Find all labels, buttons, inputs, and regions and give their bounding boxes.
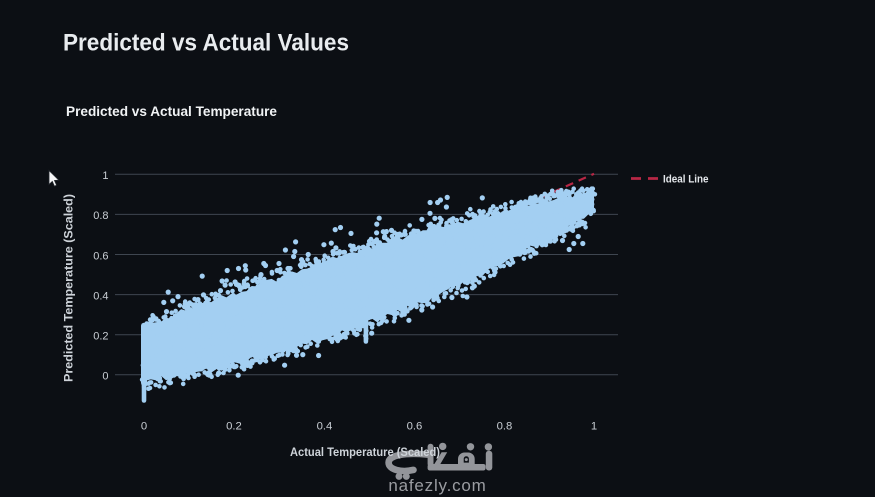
svg-text:Predicted vs Actual Values: Predicted vs Actual Values: [63, 29, 349, 56]
svg-text:0.8: 0.8: [93, 210, 108, 222]
svg-text:0.6: 0.6: [93, 250, 108, 262]
svg-text:1: 1: [591, 421, 597, 433]
svg-text:Predicted Temperature (Scaled): Predicted Temperature (Scaled): [64, 194, 76, 382]
svg-text:Predicted vs Actual Temperatur: Predicted vs Actual Temperature: [66, 104, 277, 119]
svg-text:1: 1: [102, 170, 108, 182]
svg-text:0.2: 0.2: [93, 331, 108, 343]
svg-text:0.8: 0.8: [497, 421, 513, 433]
svg-text:0.2: 0.2: [226, 421, 242, 433]
svg-text:nafezly.com: nafezly.com: [388, 476, 486, 495]
svg-text:Actual Temperature (Scaled): Actual Temperature (Scaled): [290, 447, 440, 459]
svg-text:0: 0: [102, 371, 108, 383]
svg-text:0.4: 0.4: [317, 421, 333, 433]
svg-text:0.4: 0.4: [93, 290, 108, 302]
svg-text:Ideal Line: Ideal Line: [663, 174, 709, 186]
svg-text:0.6: 0.6: [407, 421, 423, 433]
svg-text:0: 0: [141, 421, 147, 433]
